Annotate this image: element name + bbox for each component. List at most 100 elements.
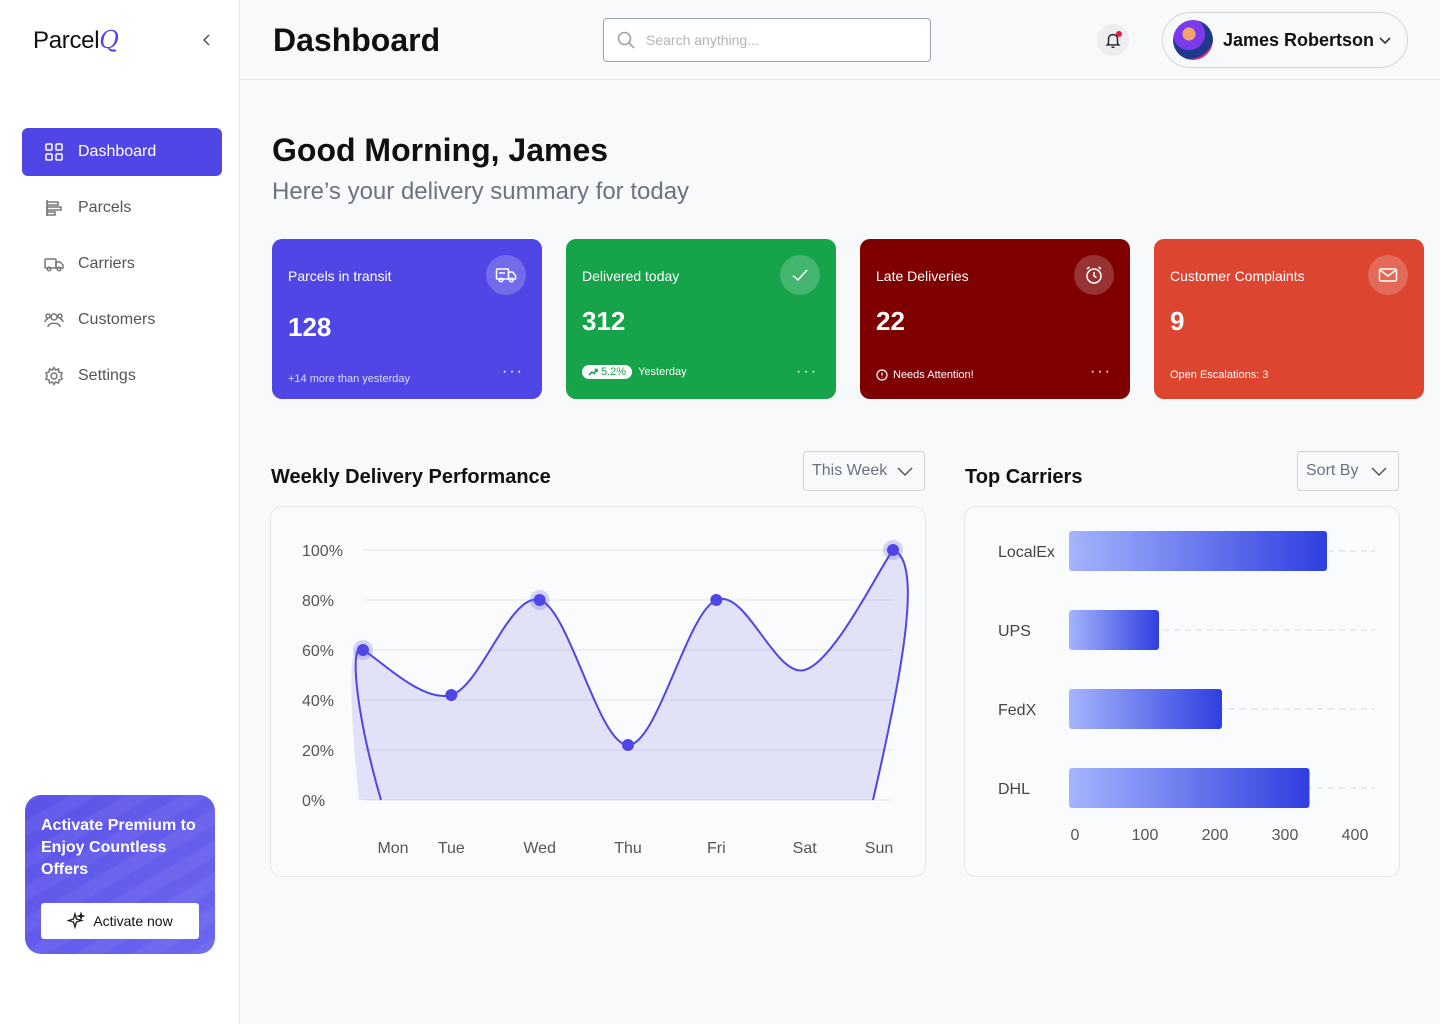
top-carriers-title: Top Carriers [965,466,1083,488]
x-tick-label: Mon [377,840,408,857]
user-menu[interactable]: James Robertson [1162,12,1408,68]
bar[interactable] [1069,531,1327,571]
card-value: 22 [876,306,905,336]
x-tick-label: 200 [1202,827,1229,844]
week-filter-label: This Week [812,462,888,479]
bar[interactable] [1069,768,1310,808]
trend-value: 5.2% [601,366,627,378]
sort-by-dropdown[interactable]: Sort By [1297,451,1399,491]
more-options-button[interactable]: ··· [796,363,818,380]
notification-dot [1116,31,1122,37]
notifications-button[interactable] [1097,24,1129,56]
sidebar-item-label: Parcels [78,199,132,216]
brand-logo[interactable]: ParcelQ [33,26,119,55]
sidebar-item-label: Settings [78,367,136,384]
data-point[interactable] [533,594,546,606]
weekly-performance-chart: 100% 80% 60% 40% 20% 0% Mon Tue Wed Thu Fri Sat Sun [302,540,909,857]
y-tick-label: 60% [302,643,334,660]
card-title: Delivered today [582,268,680,284]
parcels-icon [46,200,62,216]
week-filter-dropdown[interactable]: This Week [803,451,925,491]
y-tick-label: 0% [302,793,325,810]
bar-label: UPS [998,623,1031,640]
truck-icon [495,268,517,283]
check-icon [792,269,808,282]
x-tick-label: Sun [865,840,893,857]
sidebar-item-dashboard[interactable]: Dashboard [22,128,222,176]
x-tick-label: Sat [793,840,818,857]
bar-label: DHL [998,781,1030,798]
mail-icon [1378,268,1398,282]
y-tick-label: 20% [302,743,334,760]
y-tick-label: 40% [302,693,334,710]
info-icon [876,369,888,381]
x-tick-label: 100 [1132,827,1159,844]
chevron-down-icon [897,467,913,477]
weekly-performance-panel: 100% 80% 60% 40% 20% 0% Mon Tue Wed Thu Fri Sat Sun [270,506,926,877]
activate-now-label: Activate now [93,913,173,929]
promo-text: Activate Premium to Enjoy Countless Offe… [41,817,196,878]
sparkle-icon [67,912,86,930]
card-value: 312 [582,306,626,336]
x-tick-label: Thu [614,840,642,857]
data-point[interactable] [710,594,723,606]
bar-label: FedX [998,702,1037,719]
x-tick-label: 300 [1272,827,1299,844]
sidebar: ParcelQ Dashboard Parcels Carriers Custo… [0,0,240,1024]
top-header: Dashboard James Robertson [240,0,1440,80]
collapse-sidebar-button[interactable] [198,30,216,50]
search-icon [617,31,635,49]
card-foot: 5.2% Yesterday [582,365,687,379]
trend-badge: 5.2% [582,365,633,379]
bar[interactable] [1069,689,1222,729]
x-tick-label: 0 [1071,827,1080,844]
area-fill [351,550,908,800]
data-point[interactable] [357,644,369,656]
card-icon-wrap [1074,255,1114,295]
data-point[interactable] [622,739,634,751]
greeting-subtitle: Here’s your delivery summary for today [272,178,690,205]
search-bar[interactable] [603,18,931,62]
data-point[interactable] [445,689,458,701]
brand-name: Parcel [33,27,100,54]
sort-by-label: Sort By [1306,462,1359,479]
stat-card-customer-complaints: Customer Complaints 9 Open Escalations: … [1154,239,1424,399]
card-title: Parcels in transit [288,268,392,284]
sidebar-item-settings[interactable]: Settings [22,352,222,400]
card-foot: Needs Attention! [876,369,974,381]
sidebar-item-parcels[interactable]: Parcels [22,184,222,232]
greeting-title: Good Morning, James [272,132,609,168]
series-line [354,548,909,801]
card-foot-label: Needs Attention! [893,369,974,381]
card-foot-label: Yesterday [638,366,687,378]
card-foot: Open Escalations: 3 [1170,369,1269,381]
y-tick-label: 100% [302,543,343,560]
x-tick-label: 400 [1342,827,1369,844]
bar[interactable] [1069,610,1159,650]
gear-icon [45,366,63,386]
card-foot: +14 more than yesterday [288,373,410,385]
card-title: Customer Complaints [1170,268,1305,284]
y-tick-label: 80% [302,593,334,610]
clock-icon [1086,266,1102,284]
stat-card-delivered-today: Delivered today 312 5.2% Yesterday ··· [566,239,836,399]
data-point[interactable] [887,544,899,556]
x-tick-label: Tue [438,840,465,857]
sidebar-nav: Dashboard Parcels Carriers Customers Set… [22,128,222,408]
card-icon-wrap [486,255,526,295]
truck-icon [44,258,64,272]
search-input[interactable] [646,32,906,48]
sidebar-item-customers[interactable]: Customers [22,296,222,344]
card-value: 128 [288,312,332,342]
activate-now-button[interactable]: Activate now [41,903,199,939]
more-options-button[interactable]: ··· [1090,363,1112,380]
user-name: James Robertson [1223,29,1375,50]
sidebar-item-carriers[interactable]: Carriers [22,240,222,288]
stat-card-parcels-in-transit: Parcels in transit 128 +14 more than yes… [272,239,542,399]
avatar [1173,20,1213,60]
page-title: Dashboard [273,22,441,58]
x-tick-label: Fri [707,840,726,857]
more-options-button[interactable]: ··· [502,363,524,380]
x-tick-label: Wed [523,840,556,857]
sidebar-item-label: Customers [78,311,156,328]
